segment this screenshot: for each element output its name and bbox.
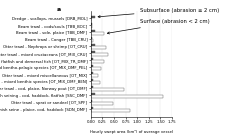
Bar xyxy=(91,44,95,47)
Bar xyxy=(91,58,93,60)
Bar xyxy=(91,33,104,35)
Bar xyxy=(91,47,106,49)
Bar xyxy=(91,88,124,91)
Bar xyxy=(91,79,93,81)
Bar xyxy=(91,23,92,25)
Bar xyxy=(91,100,92,102)
Bar xyxy=(91,51,95,53)
Bar xyxy=(91,65,93,67)
Bar xyxy=(91,53,109,56)
Text: Surface (abrasion < 2 cm): Surface (abrasion < 2 cm) xyxy=(107,19,209,34)
Bar xyxy=(91,67,101,70)
X-axis label: Hourly swept area (km²) of average vessel: Hourly swept area (km²) of average vesse… xyxy=(90,130,173,134)
Bar xyxy=(91,81,100,84)
Bar xyxy=(91,86,93,88)
Bar xyxy=(91,93,95,95)
Bar xyxy=(91,25,92,28)
Bar xyxy=(91,30,95,33)
Bar xyxy=(91,39,93,42)
Bar xyxy=(91,106,93,109)
Bar xyxy=(91,95,163,98)
Bar xyxy=(91,16,95,18)
Bar xyxy=(91,72,93,74)
Text: a: a xyxy=(57,7,61,12)
Bar xyxy=(91,102,113,105)
Bar xyxy=(91,60,104,63)
Bar xyxy=(91,109,130,112)
Text: Subsurface (abrasion ≥ 2 cm): Subsurface (abrasion ≥ 2 cm) xyxy=(98,8,219,18)
Bar xyxy=(91,74,98,77)
Bar xyxy=(91,37,92,39)
